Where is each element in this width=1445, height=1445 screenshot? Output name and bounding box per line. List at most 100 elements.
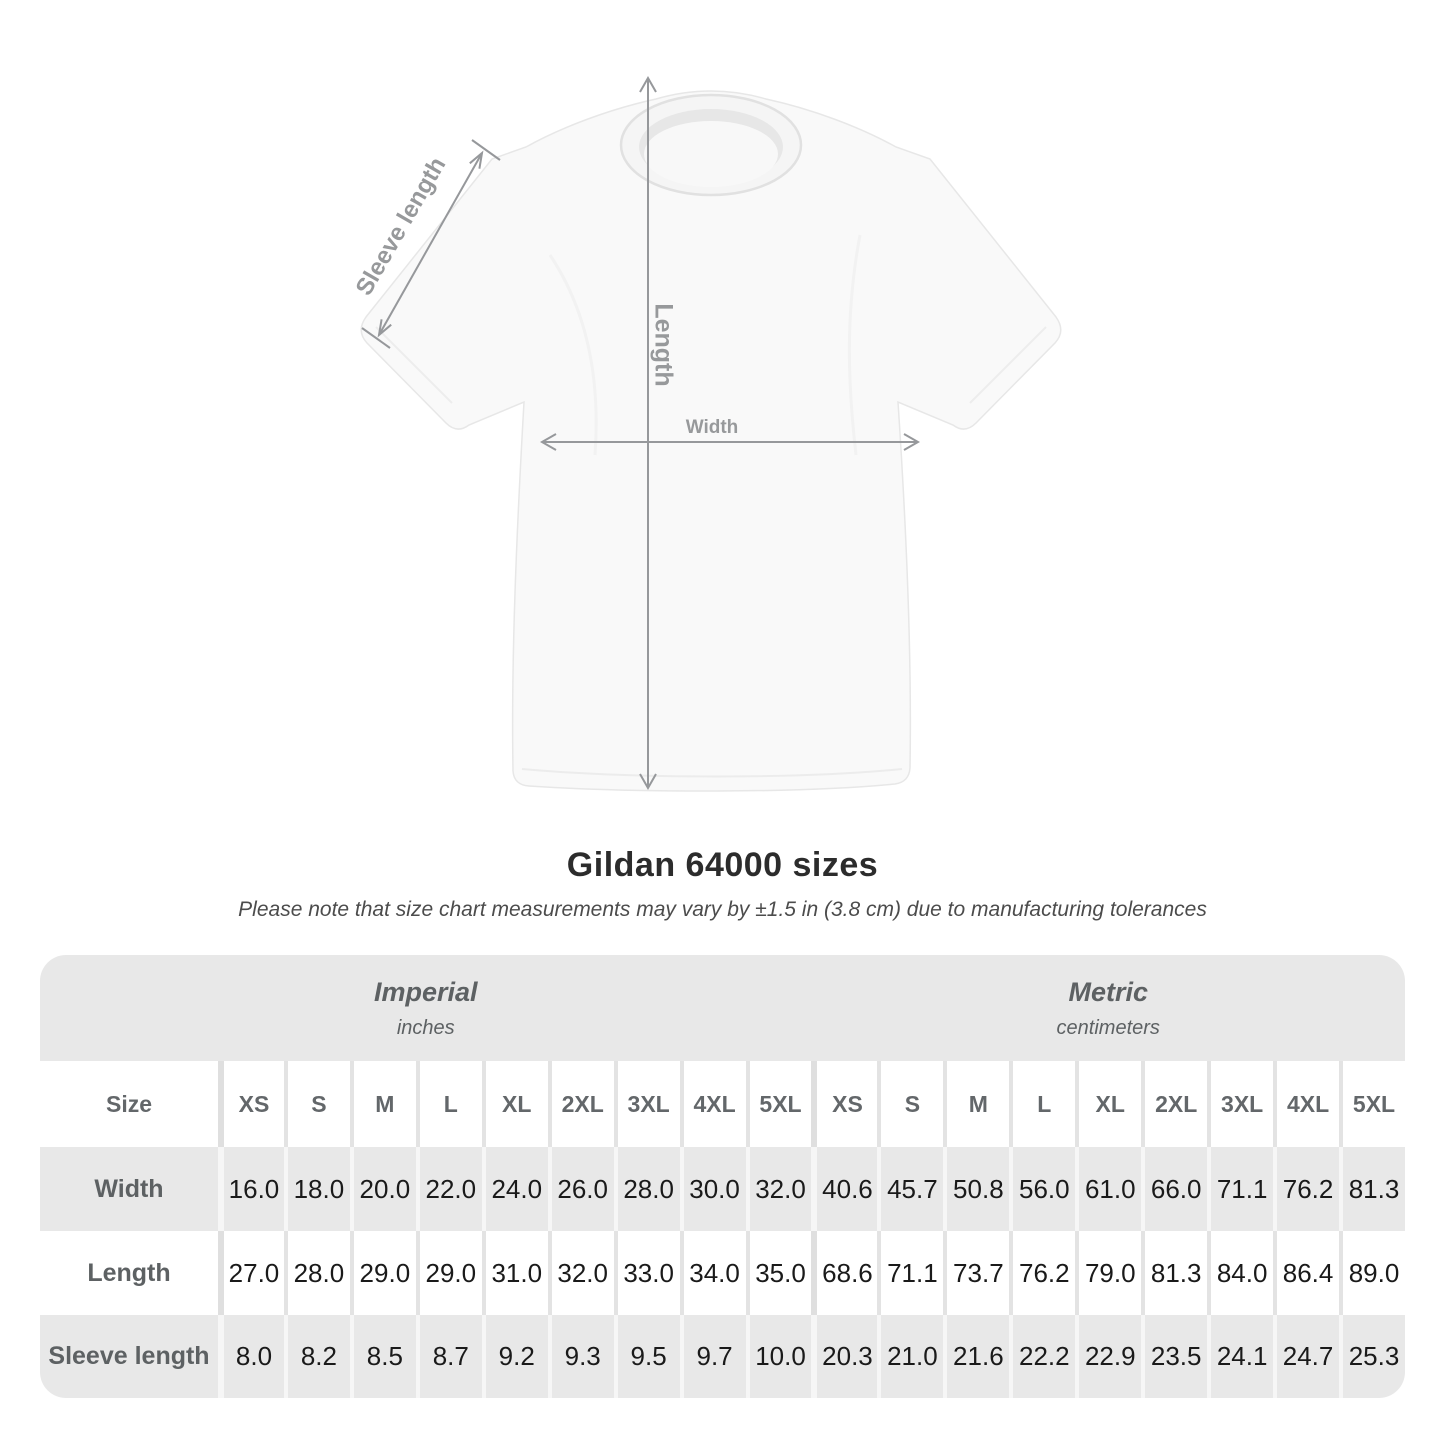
cell-imperial-sleeve-length: 9.7 [679, 1315, 746, 1398]
fabric-crease [847, 234, 862, 456]
cell-metric-sleeve-length: 20.3 [811, 1315, 878, 1398]
cell-metric-sleeve-length: 21.6 [943, 1315, 1010, 1398]
cell-metric-length: 84.0 [1207, 1231, 1274, 1315]
tolerance-note: Please note that size chart measurements… [238, 898, 1207, 921]
cell-metric-width: 40.6 [811, 1147, 878, 1231]
size-header-metric-l: L [1009, 1061, 1076, 1147]
cell-imperial-width: 18.0 [283, 1147, 350, 1231]
cell-imperial-sleeve-length: 8.2 [283, 1315, 350, 1398]
cell-metric-length: 79.0 [1075, 1231, 1142, 1315]
sleeve-length-arrow [361, 139, 501, 349]
length-arrow [639, 75, 657, 791]
cell-imperial-length: 28.0 [283, 1231, 350, 1315]
row-label-length: Length [40, 1231, 218, 1315]
cell-metric-sleeve-length: 22.9 [1075, 1315, 1142, 1398]
cell-imperial-sleeve-length: 8.0 [218, 1315, 284, 1398]
cell-imperial-length: 29.0 [415, 1231, 482, 1315]
cell-imperial-sleeve-length: 9.2 [481, 1315, 548, 1398]
size-header-imperial-l: L [415, 1061, 482, 1147]
size-header-metric-4xl: 4XL [1273, 1061, 1340, 1147]
cell-imperial-sleeve-length: 9.3 [547, 1315, 614, 1398]
row-label-sleeve-length: Sleeve length [40, 1315, 218, 1398]
tshirt-measurement-diagram: Length Width Sleeve length [300, 55, 1100, 845]
size-header-metric-2xl: 2XL [1141, 1061, 1208, 1147]
cell-imperial-width: 32.0 [745, 1147, 812, 1231]
cell-imperial-length: 31.0 [481, 1231, 548, 1315]
cell-imperial-width: 16.0 [218, 1147, 284, 1231]
size-column-header: Size [40, 1061, 218, 1147]
cell-metric-sleeve-length: 25.3 [1339, 1315, 1405, 1398]
cell-imperial-length: 35.0 [745, 1231, 812, 1315]
cell-metric-length: 76.2 [1009, 1231, 1076, 1315]
dimension-tick [471, 139, 501, 161]
size-header-metric-xl: XL [1075, 1061, 1142, 1147]
cell-imperial-width: 24.0 [481, 1147, 548, 1231]
cell-imperial-sleeve-length: 9.5 [613, 1315, 680, 1398]
size-header-imperial-xl: XL [481, 1061, 548, 1147]
size-header-metric-3xl: 3XL [1207, 1061, 1274, 1147]
cell-imperial-sleeve-length: 10.0 [745, 1315, 812, 1398]
cell-imperial-length: 34.0 [679, 1231, 746, 1315]
size-header-imperial-5xl: 5XL [745, 1061, 812, 1147]
cell-metric-width: 45.7 [877, 1147, 944, 1231]
size-header-imperial-xs: XS [218, 1061, 284, 1147]
cell-metric-width: 56.0 [1009, 1147, 1076, 1231]
cell-imperial-length: 29.0 [349, 1231, 416, 1315]
row-label-width: Width [40, 1147, 218, 1231]
cell-imperial-width: 28.0 [613, 1147, 680, 1231]
right-sleeve-stitch [969, 326, 1047, 404]
cell-metric-sleeve-length: 24.1 [1207, 1315, 1274, 1398]
size-header-imperial-4xl: 4XL [679, 1061, 746, 1147]
cell-imperial-sleeve-length: 8.5 [349, 1315, 416, 1398]
size-header-imperial-3xl: 3XL [613, 1061, 680, 1147]
cell-imperial-length: 27.0 [218, 1231, 284, 1315]
left-sleeve-stitch [375, 326, 453, 404]
cell-imperial-length: 33.0 [613, 1231, 680, 1315]
cell-metric-width: 61.0 [1075, 1147, 1142, 1231]
tshirt-diagram-svg: Length Width Sleeve length [351, 75, 1062, 792]
cell-metric-sleeve-length: 21.0 [877, 1315, 944, 1398]
size-header-imperial-m: M [349, 1061, 416, 1147]
cell-metric-width: 50.8 [943, 1147, 1010, 1231]
fabric-crease [548, 254, 598, 456]
cell-metric-sleeve-length: 23.5 [1141, 1315, 1208, 1398]
group-title: Metric [1068, 976, 1148, 1007]
cell-metric-sleeve-length: 22.2 [1009, 1315, 1076, 1398]
cell-imperial-sleeve-length: 8.7 [415, 1315, 482, 1398]
size-table: Imperial inches Metric centimeters Size XS S M L… [40, 955, 1405, 1398]
size-header-metric-s: S [877, 1061, 944, 1147]
cell-metric-length: 73.7 [943, 1231, 1010, 1315]
cell-imperial-width: 20.0 [349, 1147, 416, 1231]
cell-metric-length: 71.1 [877, 1231, 944, 1315]
measurement-arrows [361, 75, 921, 791]
cell-metric-length: 81.3 [1141, 1231, 1208, 1315]
size-header-metric-5xl: 5XL [1339, 1061, 1405, 1147]
cell-imperial-width: 26.0 [547, 1147, 614, 1231]
collar-inner [644, 121, 778, 187]
length-label: Length [649, 303, 677, 386]
cell-metric-sleeve-length: 24.7 [1273, 1315, 1340, 1398]
page-title: Gildan 64000 sizes [566, 846, 879, 884]
size-header-imperial-s: S [283, 1061, 350, 1147]
dimension-tick [361, 327, 391, 349]
cell-metric-width: 71.1 [1207, 1147, 1274, 1231]
cell-imperial-width: 22.0 [415, 1147, 482, 1231]
group-title: Imperial [373, 976, 478, 1007]
hem-stitch [521, 768, 903, 778]
cell-metric-width: 66.0 [1141, 1147, 1208, 1231]
cell-metric-width: 76.2 [1273, 1147, 1340, 1231]
table-group-imperial: Imperial inches [40, 955, 812, 1061]
group-unit: centimeters [1056, 1016, 1160, 1039]
cell-metric-width: 81.3 [1339, 1147, 1405, 1231]
size-header-metric-m: M [943, 1061, 1010, 1147]
table-group-metric: Metric centimeters [811, 955, 1405, 1061]
cell-imperial-width: 30.0 [679, 1147, 746, 1231]
group-unit: inches [396, 1016, 455, 1039]
cell-metric-length: 86.4 [1273, 1231, 1340, 1315]
cell-metric-length: 89.0 [1339, 1231, 1405, 1315]
width-arrow [539, 433, 921, 451]
cell-metric-length: 68.6 [811, 1231, 878, 1315]
title-block: Gildan 64000 sizes Please note that size… [0, 846, 1445, 922]
cell-imperial-length: 32.0 [547, 1231, 614, 1315]
size-header-metric-xs: XS [811, 1061, 878, 1147]
